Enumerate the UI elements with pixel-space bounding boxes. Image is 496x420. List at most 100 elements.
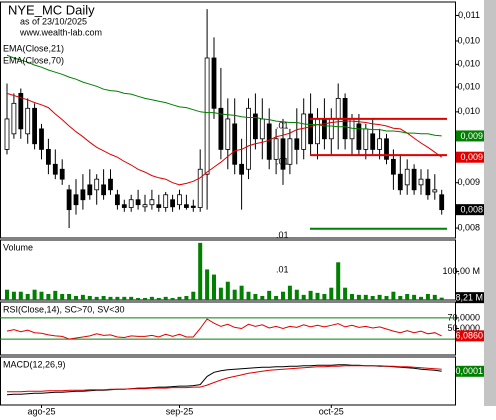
volume-bar xyxy=(232,289,237,300)
candle-body xyxy=(287,138,293,165)
value-box-label: -0,0001 xyxy=(452,366,483,376)
candle-body xyxy=(115,194,120,206)
indicator-line xyxy=(6,318,442,340)
value-box xyxy=(456,151,484,163)
candle-body xyxy=(121,204,127,208)
y-tick-label: 0,011 xyxy=(458,10,480,20)
volume-bar xyxy=(212,274,216,300)
volume-bar xyxy=(246,291,251,300)
candle-body xyxy=(108,178,113,191)
candle-body xyxy=(52,163,58,175)
volume-bar xyxy=(343,287,348,300)
ema-line xyxy=(6,54,442,137)
volume-bar xyxy=(177,296,182,300)
value-box xyxy=(456,130,484,142)
candle-body xyxy=(294,138,300,150)
candle-body xyxy=(411,168,417,191)
volume-bar xyxy=(67,294,72,300)
volume-bar xyxy=(205,269,210,300)
candle-body xyxy=(335,97,341,120)
value-box xyxy=(456,330,484,342)
value-box-label: 8,21 M xyxy=(455,293,483,303)
candle-body xyxy=(80,189,86,201)
volume-bar xyxy=(350,294,354,300)
volume-bar xyxy=(308,290,313,300)
volume-bar xyxy=(336,262,341,300)
volume-bar xyxy=(32,289,37,300)
volume-bar xyxy=(267,290,272,300)
candle-body xyxy=(59,168,65,180)
volume-bar xyxy=(419,296,423,300)
pane-title: Volume xyxy=(3,242,33,252)
volume-bar xyxy=(425,294,430,300)
candle-body xyxy=(177,194,182,206)
candle-body xyxy=(384,138,389,160)
y-tick-label: 70,0000 xyxy=(447,312,480,322)
chart-title: NYE_MC Daily xyxy=(8,2,95,17)
candle-body xyxy=(101,184,106,196)
candle-body xyxy=(425,178,431,196)
candle-body xyxy=(439,194,445,211)
candle-body xyxy=(197,168,203,208)
volume-bar xyxy=(94,296,99,300)
candle-body xyxy=(211,57,217,109)
y-tick-label: 0,010 xyxy=(457,81,480,91)
candle-body xyxy=(404,168,410,186)
value-box xyxy=(456,292,484,304)
y-tick-label: 0,009 xyxy=(457,177,480,187)
volume-bar xyxy=(294,289,299,300)
chart-subtitle: as of 23/10/2025 xyxy=(20,16,87,26)
y-tick-label: 0,010 xyxy=(457,59,480,69)
volume-bar xyxy=(198,242,203,300)
volume-bar xyxy=(18,291,23,300)
volume-bar xyxy=(25,294,30,300)
volume-bar xyxy=(191,291,196,300)
volume-bar xyxy=(11,291,16,300)
value-box xyxy=(456,204,484,216)
volume-bar xyxy=(149,296,154,300)
candle-body xyxy=(128,199,134,208)
volume-bar xyxy=(439,297,444,300)
annotation: .01 xyxy=(276,156,289,166)
ema-line xyxy=(6,92,442,186)
candle-body xyxy=(432,189,438,193)
pane-title: MACD(12,26,9) xyxy=(3,359,66,369)
volume-bar xyxy=(101,296,106,300)
volume-bar xyxy=(274,296,279,300)
candle-body xyxy=(39,128,44,150)
volume-bar xyxy=(5,289,9,300)
value-box-label: 36,0860 xyxy=(450,331,483,341)
candle-body xyxy=(135,199,141,206)
x-tick-label: sep-25 xyxy=(166,406,194,416)
y-tick-label: 0,008 xyxy=(457,222,480,232)
candle-body xyxy=(204,57,210,175)
candle-body xyxy=(397,173,403,191)
candle-body xyxy=(218,107,224,150)
candle-body xyxy=(232,123,238,165)
volume-bar xyxy=(315,292,320,300)
candle-body xyxy=(418,178,424,186)
value-box-label: 0,008 xyxy=(460,205,483,215)
candle-body xyxy=(308,113,314,145)
candle-body xyxy=(183,204,189,208)
pane-frame xyxy=(0,356,456,406)
legend-entry: EMA(Close,70) xyxy=(3,55,64,65)
y-tick-label: 50,0000 xyxy=(447,323,480,333)
candle-body xyxy=(32,107,37,145)
volume-bar xyxy=(129,296,134,300)
annotation: .01 xyxy=(276,230,289,240)
volume-bar xyxy=(218,287,223,300)
volume-bar xyxy=(287,285,292,300)
candle-body xyxy=(266,123,272,160)
axis-strip xyxy=(484,0,496,406)
y-tick-label: 0,010 xyxy=(457,106,480,116)
volume-bar xyxy=(356,294,361,300)
candle-body xyxy=(259,118,265,140)
volume-bar xyxy=(74,296,78,300)
value-box xyxy=(456,365,484,377)
candle-body xyxy=(156,204,162,208)
candle-body xyxy=(349,118,355,140)
candle-body xyxy=(18,93,24,130)
volume-bar xyxy=(60,294,65,300)
